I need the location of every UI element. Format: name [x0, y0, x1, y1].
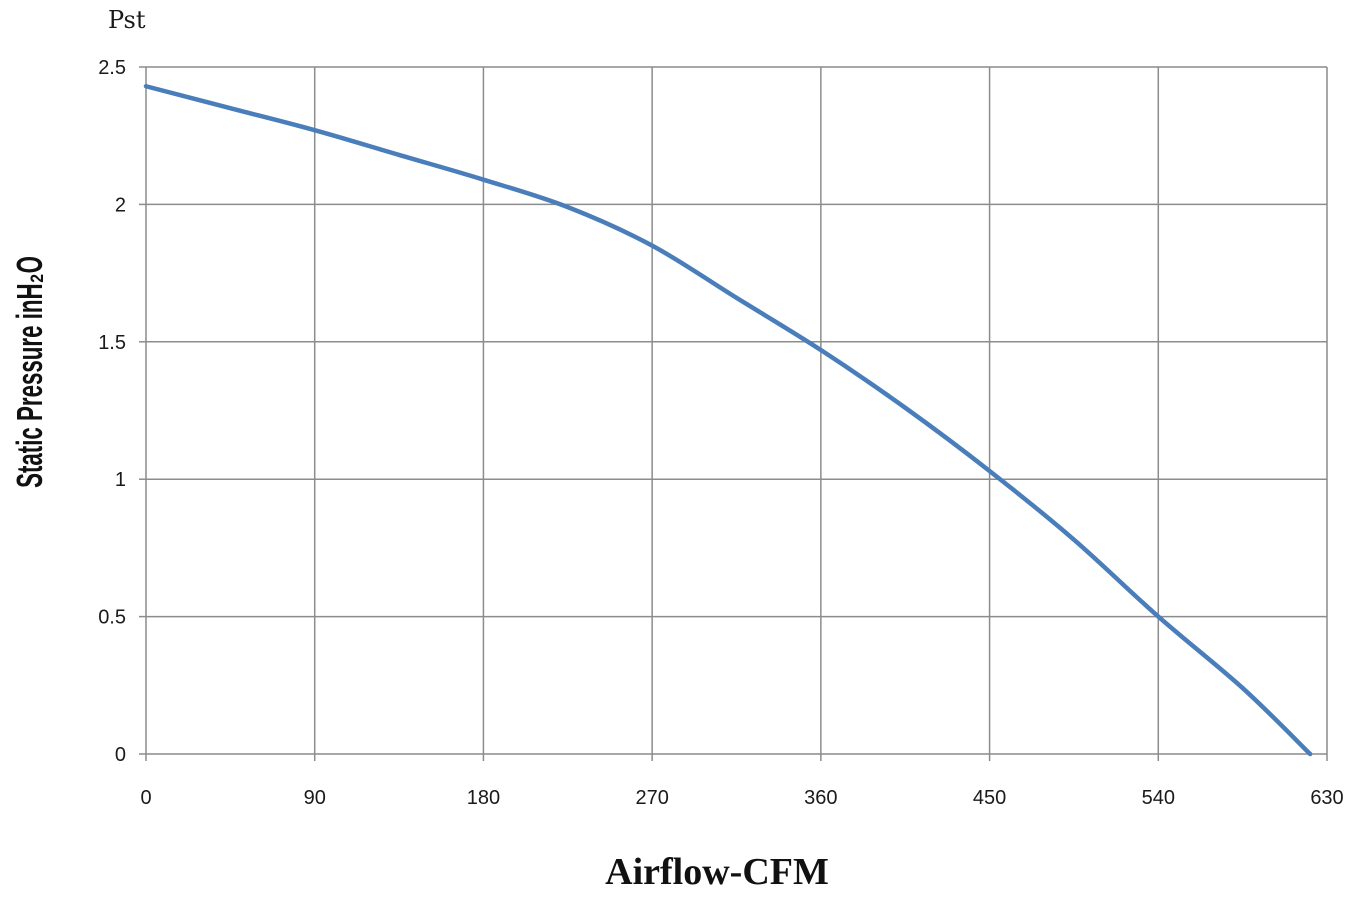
x-tick-label: 270	[635, 787, 668, 809]
tick-labels: 0 0.5 1 1.5 2 2.5 0 90 180 270 360 450 540 630	[98, 57, 1344, 809]
x-tick-label: 0	[140, 787, 151, 809]
y-tick-label: 1.5	[98, 332, 126, 354]
y-tick-label: 2	[115, 194, 126, 216]
y-unit-label: Pst	[108, 6, 146, 34]
y-tick-label: 1	[115, 469, 126, 491]
grid	[146, 66, 1328, 754]
pressure-curve	[143, 83, 1313, 757]
y-tick-label: 0	[115, 744, 126, 766]
series-layer	[143, 83, 1313, 757]
x-axis-title: Airflow-CFM	[605, 851, 829, 893]
x-tick-label: 180	[467, 787, 500, 809]
y-tick-label: 2.5	[98, 57, 126, 79]
y-tick-label: 0.5	[98, 607, 126, 629]
x-tick-label: 450	[973, 787, 1006, 809]
x-tick-label: 360	[804, 787, 837, 809]
y-axis-title: Static Pressure inH₂O	[11, 256, 51, 488]
x-tick-label: 540	[1142, 787, 1175, 809]
x-tick-label: 630	[1310, 787, 1343, 809]
x-tick-label: 90	[304, 787, 326, 809]
axes	[139, 66, 1328, 761]
